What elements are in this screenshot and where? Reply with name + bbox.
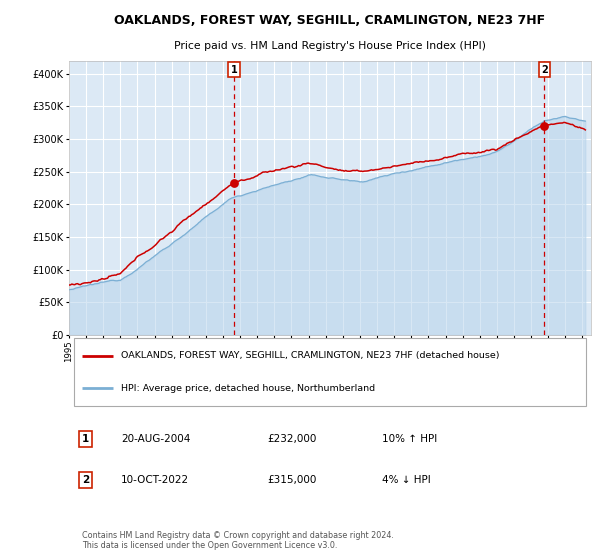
Text: 10-OCT-2022: 10-OCT-2022: [121, 475, 190, 485]
Text: 1: 1: [82, 433, 89, 444]
Text: Price paid vs. HM Land Registry's House Price Index (HPI): Price paid vs. HM Land Registry's House …: [174, 41, 486, 51]
Text: 2: 2: [541, 64, 548, 74]
Text: HPI: Average price, detached house, Northumberland: HPI: Average price, detached house, Nort…: [121, 384, 376, 393]
Text: £315,000: £315,000: [268, 475, 317, 485]
Text: 2: 2: [82, 475, 89, 485]
Text: 1: 1: [230, 64, 238, 74]
Text: Contains HM Land Registry data © Crown copyright and database right 2024.
This d: Contains HM Land Registry data © Crown c…: [82, 530, 394, 550]
Text: OAKLANDS, FOREST WAY, SEGHILL, CRAMLINGTON, NE23 7HF (detached house): OAKLANDS, FOREST WAY, SEGHILL, CRAMLINGT…: [121, 351, 500, 360]
Text: OAKLANDS, FOREST WAY, SEGHILL, CRAMLINGTON, NE23 7HF: OAKLANDS, FOREST WAY, SEGHILL, CRAMLINGT…: [115, 13, 545, 27]
Text: 10% ↑ HPI: 10% ↑ HPI: [382, 433, 437, 444]
Text: 4% ↓ HPI: 4% ↓ HPI: [382, 475, 431, 485]
Text: £232,000: £232,000: [268, 433, 317, 444]
Text: 20-AUG-2004: 20-AUG-2004: [121, 433, 191, 444]
Point: [229, 179, 239, 188]
Point: [539, 121, 549, 130]
